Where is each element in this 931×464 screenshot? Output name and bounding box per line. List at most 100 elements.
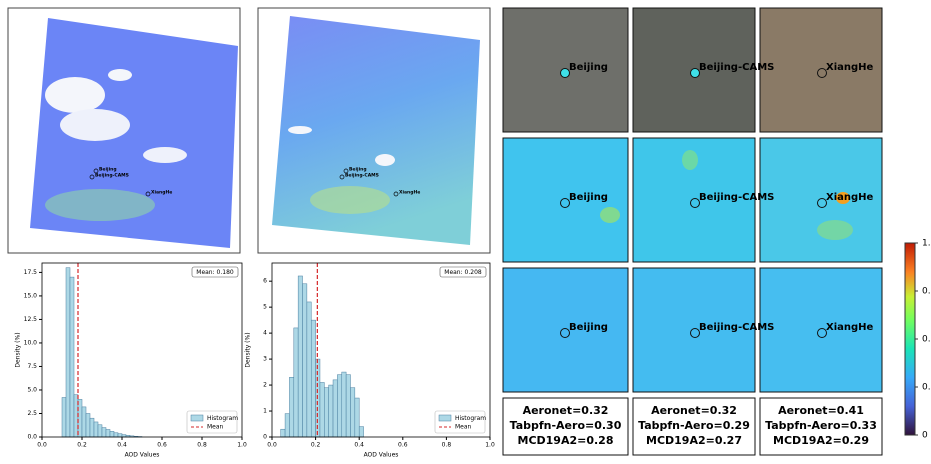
site-label: XiangHe	[826, 62, 874, 73]
y-tick-label: 3	[263, 356, 267, 363]
metric-text: Aeronet=0.41	[778, 404, 864, 417]
y-tick-label: 1	[263, 408, 267, 415]
bar	[285, 414, 289, 437]
colorbar-label: 0.25	[922, 383, 931, 393]
bar	[86, 413, 90, 437]
legend-swatch	[191, 415, 203, 421]
bar	[118, 434, 122, 437]
x-tick-label: 0.6	[157, 442, 167, 449]
x-tick-label: 0.0	[267, 442, 277, 449]
x-tick-label: 1.0	[485, 442, 495, 449]
bar	[303, 284, 307, 437]
x-tick-label: 0.8	[197, 442, 207, 449]
site-label: XiangHe	[826, 192, 874, 203]
site-label: Beijing	[569, 192, 608, 203]
bar	[324, 388, 328, 437]
metric-text: MCD19A2=0.28	[518, 434, 614, 447]
map-1	[8, 8, 240, 253]
bar	[90, 418, 94, 437]
colorbar-label: 0.75	[922, 287, 931, 297]
metric-text: Tabpfn-Aero=0.33	[765, 419, 877, 432]
x-tick-label: 0.4	[354, 442, 364, 449]
bar	[289, 377, 293, 437]
bar	[70, 277, 74, 437]
site-label: XiangHe	[399, 190, 420, 196]
annotation: Mean: 0.208	[444, 269, 482, 276]
x-tick-label: 0.2	[77, 442, 87, 449]
metric-text: MCD19A2=0.27	[646, 434, 742, 447]
legend-label: Histogram	[455, 415, 486, 422]
y-tick-label: 5	[263, 304, 267, 311]
site-label: Beijing-CAMS	[699, 62, 774, 73]
x-tick-label: 0.2	[311, 442, 321, 449]
x-tick-label: 0.4	[117, 442, 127, 449]
y-tick-label: 0.0	[27, 434, 37, 441]
bar	[102, 428, 106, 437]
bar	[110, 431, 114, 437]
y-tick-label: 2.5	[27, 410, 37, 417]
site-label: XiangHe	[151, 190, 172, 196]
y-tick-label: 12.5	[24, 316, 38, 323]
bar	[320, 382, 324, 437]
bar	[355, 398, 359, 437]
bar	[307, 302, 311, 437]
colorbar-label: 0.5	[922, 335, 931, 345]
bar	[82, 407, 86, 437]
bar	[98, 425, 102, 437]
site-label: Beijing	[99, 167, 117, 173]
bar	[333, 380, 337, 437]
metric-text: Tabpfn-Aero=0.29	[638, 419, 750, 432]
y-tick-label: 15.0	[24, 292, 38, 299]
site-label: Beijing-CAMS	[345, 173, 379, 179]
map-2	[258, 8, 490, 253]
site-label: Beijing-CAMS	[699, 192, 774, 203]
bar	[106, 429, 110, 437]
colorbar	[905, 243, 915, 435]
x-tick-label: 0.0	[37, 442, 47, 449]
bar	[346, 375, 350, 437]
bar	[342, 372, 346, 437]
legend-label: Mean	[455, 424, 472, 431]
legend-label: Mean	[207, 424, 224, 431]
metric-text: Aeronet=0.32	[651, 404, 737, 417]
site-label: Beijing	[349, 167, 367, 173]
y-tick-label: 5.0	[27, 386, 37, 393]
bar	[298, 276, 302, 437]
y-tick-label: 10.0	[24, 339, 38, 346]
y-tick-label: 7.5	[27, 363, 37, 370]
site-label: Beijing	[569, 322, 608, 333]
bar	[294, 328, 298, 437]
site-label: Beijing-CAMS	[95, 173, 129, 179]
bar	[329, 385, 333, 437]
y-axis-label: Density (%)	[15, 332, 22, 367]
x-axis-label: AOD Values	[364, 452, 399, 459]
metric-text: Aeronet=0.32	[523, 404, 609, 417]
x-tick-label: 0.8	[442, 442, 452, 449]
bar	[350, 388, 354, 437]
site-label: XiangHe	[826, 322, 874, 333]
bar	[62, 397, 66, 437]
bar	[114, 433, 118, 437]
bar	[311, 320, 315, 437]
y-tick-label: 17.5	[24, 269, 38, 276]
legend-swatch	[439, 415, 451, 421]
site-label: Beijing	[569, 62, 608, 73]
x-tick-label: 1.0	[237, 442, 247, 449]
y-tick-label: 2	[263, 382, 267, 389]
y-tick-label: 0	[263, 434, 267, 441]
site-label: Beijing-CAMS	[699, 322, 774, 333]
bar	[281, 429, 285, 437]
colorbar-label: 0	[922, 431, 928, 441]
bar	[94, 422, 98, 437]
y-axis-label: Density (%)	[245, 332, 252, 367]
metric-text: MCD19A2=0.29	[773, 434, 869, 447]
y-tick-label: 4	[263, 330, 267, 337]
bar	[337, 375, 341, 437]
colorbar-label: 1.0	[922, 239, 931, 249]
bar	[66, 268, 70, 437]
x-tick-label: 0.6	[398, 442, 408, 449]
y-tick-label: 6	[263, 278, 267, 285]
annotation: Mean: 0.180	[196, 269, 234, 276]
legend-label: Histogram	[207, 415, 238, 422]
